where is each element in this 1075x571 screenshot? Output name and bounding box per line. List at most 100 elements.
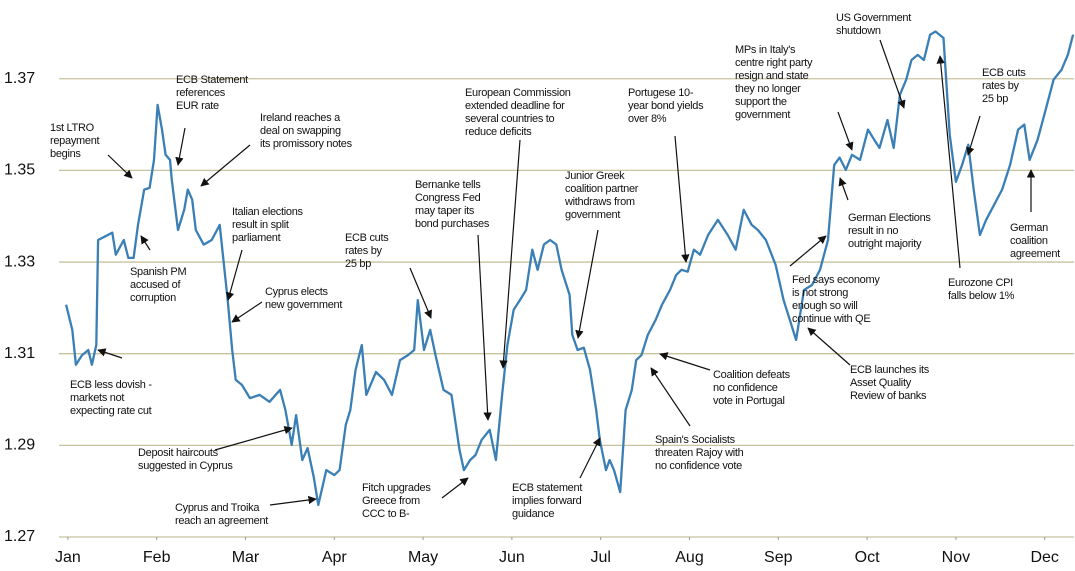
annotation-text: Deposit haircouts [138, 447, 219, 459]
annotation-text: Coalition defeats [713, 369, 791, 381]
annotation-text: CCC to B- [362, 508, 410, 520]
annotation-text: over 8% [628, 113, 667, 125]
annotation-text: Eurozone CPI [948, 277, 1013, 289]
annotation-arrow [175, 127, 186, 166]
annotation-arrow [966, 115, 981, 156]
annotation-text: parliament [232, 232, 281, 244]
x-tick-label: Jan [55, 549, 81, 566]
annotation-text: they no longer [735, 83, 801, 95]
annotation-arrow [107, 154, 133, 179]
annotation-arrow [441, 477, 469, 499]
annotation-text: ECB launches its [850, 364, 930, 376]
annotation-arrow [200, 144, 251, 187]
annotation-text: reach an agreement [175, 515, 268, 527]
annotation-text: centre right party [735, 57, 813, 69]
annotation-text: result in split [232, 219, 289, 231]
annotation-text: agreement [1010, 248, 1060, 260]
x-tick-label: Feb [143, 549, 171, 566]
annotation-text: coalition [1010, 235, 1048, 247]
annotation-text: ECB cuts [982, 67, 1026, 79]
annotation-text: its promissory notes [260, 138, 353, 150]
y-tick-label: 1.27 [4, 528, 35, 545]
annotation-text: result in no [848, 225, 898, 237]
annotation-arrow [575, 229, 599, 339]
annotation-text: government [565, 209, 620, 221]
annotation-text: MPs in Italy's [735, 44, 796, 56]
annotation-text: year bond yields [628, 100, 704, 112]
annotation-text: Review of banks [850, 390, 927, 402]
annotation-text: outright majority [848, 238, 922, 250]
annotation-text: Asset Quality [850, 377, 912, 389]
annotation-text: references [176, 87, 226, 99]
annotation-text: Junior Greek [565, 170, 625, 182]
annotation-text: Cyprus and Troika [175, 502, 260, 514]
annotation-text: Congress Fed [415, 192, 481, 204]
annotation-text: ECB less dovish - [70, 379, 152, 391]
annotation-text: begins [50, 148, 81, 160]
annotation-arrow [269, 495, 317, 506]
annotation-text: reduce deficits [465, 126, 532, 138]
annotation-arrow [807, 327, 851, 366]
annotation-text: continue with QE [792, 313, 870, 325]
annotation-text: Fed says economy [792, 274, 880, 286]
annotation-text: accused of [130, 279, 181, 291]
x-tick-label: Apr [322, 549, 348, 566]
annotation-arrow [789, 235, 827, 267]
annotation-arrow [879, 39, 906, 109]
annotation-text: US Government [836, 12, 911, 24]
annotation-arrow [837, 111, 854, 151]
annotation-text: German [1010, 222, 1048, 234]
y-tick-label: 1.35 [4, 162, 35, 179]
annotation-text: coalition partner [565, 183, 639, 195]
annotation-text: government [735, 109, 790, 121]
x-tick-label: Jul [590, 549, 610, 566]
annotation-text: Fitch upgrades [362, 482, 431, 494]
x-tick-label: Jun [499, 549, 525, 566]
annotation-text: German Elections [848, 212, 931, 224]
annotation-text: ECB statement [512, 482, 582, 494]
x-tick-label: Dec [1030, 549, 1058, 566]
annotation-text: threaten Rajoy with [655, 447, 744, 459]
annotation-text: support the [735, 96, 787, 108]
annotation-text: suggested in Cyprus [138, 460, 233, 472]
annotation-text: new government [265, 299, 342, 311]
annotation-text: enough so will [792, 300, 858, 312]
y-tick-label: 1.37 [4, 70, 35, 87]
price-line [64, 30, 1075, 507]
annotation-text: Bernanke tells [415, 179, 481, 191]
annotation-text: shutdown [836, 25, 881, 37]
annotation-text: corruption [130, 292, 176, 304]
annotation-text: 1st LTRO [50, 122, 95, 134]
annotation-text: several countries to [465, 113, 555, 125]
annotation-arrow [477, 234, 492, 421]
annotation-text: guidance [512, 508, 554, 520]
annotation-arrow [214, 426, 293, 451]
annotation-arrow [97, 348, 123, 359]
annotation-arrow [650, 367, 691, 427]
y-tick-label: 1.33 [4, 253, 35, 270]
annotation-text: expecting rate cut [70, 405, 152, 417]
x-tick-label: May [408, 549, 438, 566]
annotation-text: rates by [345, 245, 383, 257]
annotation-arrow [225, 249, 243, 301]
x-tick-label: Mar [232, 549, 260, 566]
annotation-text: repayment [50, 135, 100, 147]
annotation-text: EUR rate [176, 100, 219, 112]
annotation-text: rates by [982, 80, 1020, 92]
annotation-text: markets not [70, 392, 124, 404]
annotation-arrow [659, 352, 711, 371]
annotation-arrow [838, 177, 849, 201]
annotation-text: withdraws from [564, 196, 635, 208]
x-tick-label: Aug [675, 549, 703, 566]
annotation-text: Italian elections [232, 206, 304, 218]
x-tick-label: Sep [764, 549, 793, 566]
annotation-text: extended deadline for [465, 100, 565, 112]
annotation-text: may taper its [415, 205, 475, 217]
annotation-text: Spain's Socialists [655, 434, 736, 446]
annotation-arrow [499, 139, 521, 369]
annotation-arrow [579, 437, 601, 479]
annotation-arrow [936, 55, 961, 269]
annotation-text: implies forward [512, 495, 582, 507]
annotation-text: 25 bp [345, 258, 371, 270]
